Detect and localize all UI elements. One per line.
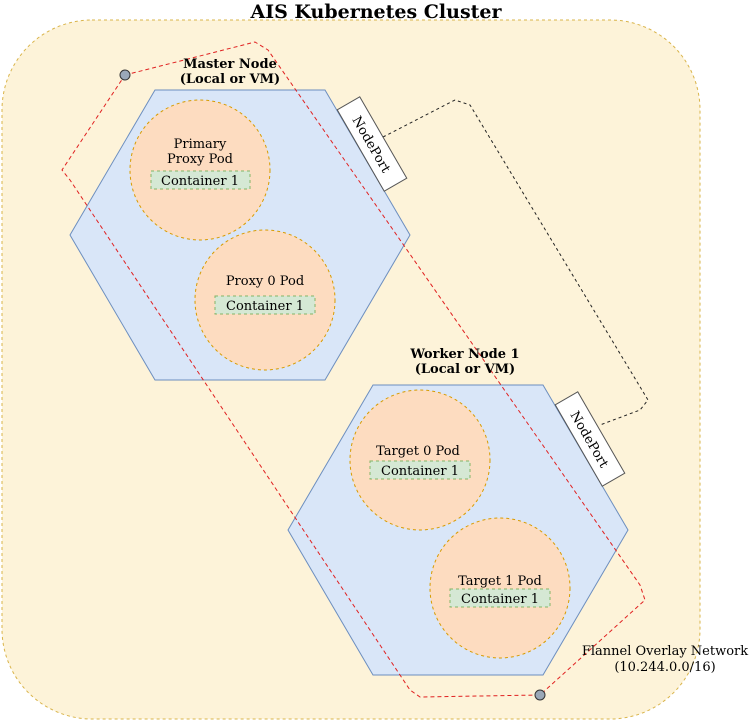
worker-node-title: Worker Node 1 bbox=[409, 347, 519, 362]
pod-label: Proxy 0 Pod bbox=[226, 274, 304, 289]
nodeport-connection-line bbox=[382, 99, 649, 426]
worker-node-subtitle: (Local or VM) bbox=[415, 362, 515, 377]
pod-primary-proxy: Primary Proxy Pod Container 1 bbox=[129, 99, 271, 241]
container-label: Container 1 bbox=[381, 464, 459, 479]
cluster-title: AIS Kubernetes Cluster bbox=[249, 1, 502, 23]
container-label: Container 1 bbox=[461, 592, 539, 607]
container-label: Container 1 bbox=[226, 299, 304, 314]
pod-label-line2: Proxy Pod bbox=[167, 152, 233, 167]
container-box bbox=[214, 295, 316, 315]
network-endpoint-top bbox=[119, 69, 131, 81]
network-endpoint-bottom bbox=[534, 689, 546, 701]
container-box bbox=[150, 170, 251, 190]
pod-target-0: Target 0 Pod Container 1 bbox=[349, 389, 491, 531]
network-label: Flannel Overlay Network bbox=[582, 644, 748, 659]
pod-label: Primary bbox=[174, 137, 227, 152]
master-node-subtitle: (Local or VM) bbox=[180, 72, 280, 87]
pod-target-1: Target 1 Pod Container 1 bbox=[429, 517, 571, 659]
network-cidr-label: (10.244.0.0/16) bbox=[614, 660, 715, 675]
master-node-title: Master Node bbox=[183, 57, 277, 72]
container-label: Container 1 bbox=[161, 174, 239, 189]
container-box bbox=[369, 460, 471, 480]
pod-proxy-0: Proxy 0 Pod Container 1 bbox=[194, 229, 336, 371]
pod-label: Target 1 Pod bbox=[458, 574, 542, 589]
pod-label: Target 0 Pod bbox=[376, 444, 460, 459]
container-box bbox=[449, 588, 551, 608]
